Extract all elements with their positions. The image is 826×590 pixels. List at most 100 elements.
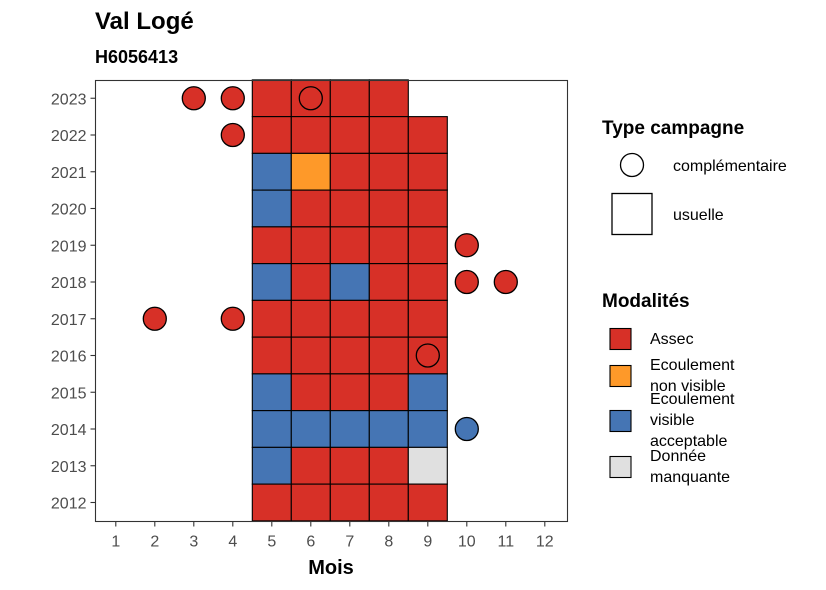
tile-2014-m6	[290, 410, 331, 448]
tile-2020-m9	[407, 189, 448, 228]
tile-2022-m7	[329, 116, 370, 154]
plot-border	[94, 79, 569, 523]
tile-2015-m7	[329, 373, 370, 412]
y-tick-label-2021: 2021	[51, 165, 87, 182]
tile-2022-m8	[368, 116, 409, 154]
legend-key-0	[609, 327, 632, 351]
y-tick-label-2015: 2015	[51, 385, 87, 402]
x-tick-label-1: 1	[111, 534, 120, 551]
point-2023-m6	[298, 86, 323, 111]
tile-2013-m8	[368, 446, 409, 485]
point-2023-m3	[181, 86, 206, 111]
x-tick-label-6: 6	[306, 534, 315, 551]
legend-circle-icon	[619, 152, 645, 178]
tile-2012-m6	[290, 483, 331, 522]
tile-2018-m6	[290, 263, 331, 301]
tile-2017-m8	[368, 299, 409, 338]
tile-2019-m7	[329, 226, 370, 265]
point-2023-m4	[220, 86, 245, 111]
legend-type-label-square: usuelle	[673, 207, 724, 224]
chart-title: Val Logé	[95, 8, 194, 35]
point-2019-m10	[454, 233, 479, 258]
legend-key-2	[609, 409, 632, 433]
point-2018-m11	[493, 269, 518, 295]
y-tick-label-2012: 2012	[51, 496, 87, 513]
legend-modalite-label-0: Assec	[650, 331, 694, 348]
tile-2021-m7	[329, 152, 370, 191]
y-tick-label-2019: 2019	[51, 238, 87, 255]
tile-2020-m6	[290, 189, 331, 228]
legend-type-campagne: Type campagne complémentaire usuelle	[602, 118, 787, 236]
tile-2017-m9	[407, 299, 448, 338]
y-tick-label-2018: 2018	[51, 275, 87, 292]
point-2018-m10	[454, 269, 479, 295]
legend-modalites-title: Modalités	[602, 291, 690, 312]
x-axis-title: Mois	[308, 557, 354, 579]
y-tick-label-2022: 2022	[51, 128, 87, 145]
tile-2015-m6	[290, 373, 331, 412]
y-tick-label-2014: 2014	[51, 422, 87, 439]
x-tick-label-5: 5	[267, 534, 276, 551]
point-2017-m4	[220, 306, 245, 331]
tile-2022-m5	[251, 116, 292, 154]
tile-2015-m8	[368, 373, 409, 412]
tile-2023-m7	[329, 79, 370, 118]
x-tick-label-2: 2	[150, 534, 159, 551]
tile-2017-m6	[290, 299, 331, 338]
point-2014-m10	[454, 416, 479, 442]
tile-2020-m7	[329, 189, 370, 228]
tile-2014-m9	[407, 410, 448, 448]
x-tick-label-9: 9	[423, 534, 432, 551]
y-tick-label-2017: 2017	[51, 312, 87, 329]
legend-modalite-label-2: Ecoulement visible acceptable	[650, 391, 735, 450]
tile-2019-m6	[290, 226, 331, 265]
point-2022-m4	[220, 122, 245, 148]
x-tick-label-11: 11	[497, 534, 514, 551]
tile-2020-m8	[368, 189, 409, 228]
tile-2014-m8	[368, 410, 409, 448]
tile-2018-m7	[329, 263, 370, 301]
legend-modalites: Modalités Assec Ecoulement non visibleEcoul…	[602, 291, 735, 486]
tile-2015-m9	[407, 373, 448, 412]
y-tick-label-2013: 2013	[51, 459, 87, 476]
tile-2020-m5	[251, 189, 292, 228]
tile-2016-m8	[368, 336, 409, 375]
x-tick-label-10: 10	[458, 534, 476, 551]
tile-2017-m7	[329, 299, 370, 338]
tile-2014-m7	[329, 410, 370, 448]
tile-2013-m6	[290, 446, 331, 485]
tile-2014-m5	[251, 410, 292, 448]
tile-2023-m8	[368, 79, 409, 118]
x-tick-label-3: 3	[189, 534, 198, 551]
chart-subtitle: H6056413	[95, 47, 178, 67]
x-tick-label-12: 12	[536, 534, 554, 551]
tile-2013-m7	[329, 446, 370, 485]
tile-2015-m5	[251, 373, 292, 412]
legend-modalite-label-1: Ecoulement non visible	[650, 357, 735, 395]
tile-2023-m5	[251, 79, 292, 118]
legend-type-title: Type campagne	[602, 118, 744, 139]
legend-modalite-label-3: Donnée manquante	[650, 448, 730, 486]
legend-key-3	[609, 455, 632, 479]
legend-key-1	[609, 364, 632, 388]
tile-2012-m7	[329, 483, 370, 522]
tile-2019-m5	[251, 226, 292, 265]
tile-2018-m8	[368, 263, 409, 301]
tile-2012-m9	[407, 483, 448, 522]
tile-2019-m8	[368, 226, 409, 265]
y-axis-ticks: 2012 2013 2014 2015 2016 2017 2018 2019 2020 2021…	[51, 91, 96, 513]
tile-2021-m9	[407, 152, 448, 191]
y-tick-label-2016: 2016	[51, 349, 87, 366]
tile-2021-m6	[290, 152, 331, 191]
x-axis-ticks: 1 2 3 4 5 6 7 8 9 10 11 12	[111, 521, 554, 551]
legend-type-label-circle: complémentaire	[673, 158, 787, 175]
y-tick-label-2020: 2020	[51, 202, 87, 219]
tile-2019-m9	[407, 226, 448, 265]
tile-2022-m9	[407, 116, 448, 154]
x-tick-label-4: 4	[228, 534, 237, 551]
tile-2016-m7	[329, 336, 370, 375]
point-2017-m2	[142, 306, 167, 331]
legend-square-icon	[611, 192, 653, 236]
tile-2021-m5	[251, 152, 292, 191]
